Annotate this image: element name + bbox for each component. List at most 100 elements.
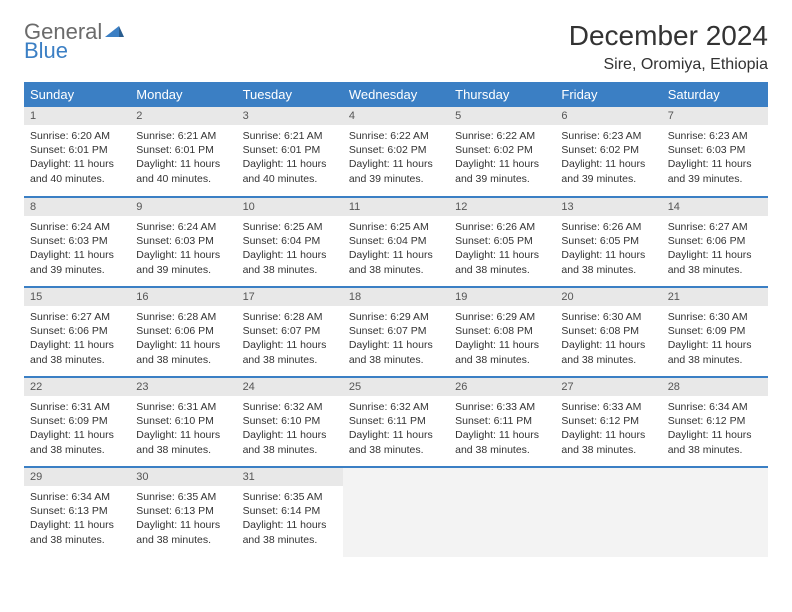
daylight-line: Daylight: 11 hours and 40 minutes. xyxy=(243,157,337,185)
sunrise-line: Sunrise: 6:28 AM xyxy=(136,310,230,324)
daylight-line: Daylight: 11 hours and 38 minutes. xyxy=(455,428,549,456)
day-header-saturday: Saturday xyxy=(662,82,768,107)
empty-cell xyxy=(555,467,661,557)
daylight-line: Daylight: 11 hours and 39 minutes. xyxy=(136,248,230,276)
logo: GeneralBlue xyxy=(24,20,125,62)
day-number: 30 xyxy=(130,468,236,486)
day-number: 8 xyxy=(24,198,130,216)
sunrise-line: Sunrise: 6:34 AM xyxy=(668,400,762,414)
day-number: 4 xyxy=(343,107,449,125)
day-number: 20 xyxy=(555,288,661,306)
sunset-line: Sunset: 6:07 PM xyxy=(243,324,337,338)
day-number: 13 xyxy=(555,198,661,216)
sunset-line: Sunset: 6:11 PM xyxy=(455,414,549,428)
day-content: Sunrise: 6:22 AMSunset: 6:02 PMDaylight:… xyxy=(343,125,449,190)
day-cell-6: 6Sunrise: 6:23 AMSunset: 6:02 PMDaylight… xyxy=(555,107,661,197)
day-content: Sunrise: 6:34 AMSunset: 6:12 PMDaylight:… xyxy=(662,396,768,461)
daylight-line: Daylight: 11 hours and 38 minutes. xyxy=(243,248,337,276)
sunset-line: Sunset: 6:02 PM xyxy=(561,143,655,157)
daylight-line: Daylight: 11 hours and 38 minutes. xyxy=(349,248,443,276)
sunset-line: Sunset: 6:12 PM xyxy=(668,414,762,428)
sunrise-line: Sunrise: 6:32 AM xyxy=(349,400,443,414)
sunset-line: Sunset: 6:03 PM xyxy=(30,234,124,248)
sunset-line: Sunset: 6:05 PM xyxy=(455,234,549,248)
day-content: Sunrise: 6:26 AMSunset: 6:05 PMDaylight:… xyxy=(449,216,555,281)
day-content: Sunrise: 6:24 AMSunset: 6:03 PMDaylight:… xyxy=(24,216,130,281)
day-content: Sunrise: 6:30 AMSunset: 6:09 PMDaylight:… xyxy=(662,306,768,371)
day-cell-14: 14Sunrise: 6:27 AMSunset: 6:06 PMDayligh… xyxy=(662,197,768,287)
day-number: 27 xyxy=(555,378,661,396)
day-cell-10: 10Sunrise: 6:25 AMSunset: 6:04 PMDayligh… xyxy=(237,197,343,287)
day-cell-23: 23Sunrise: 6:31 AMSunset: 6:10 PMDayligh… xyxy=(130,377,236,467)
daylight-line: Daylight: 11 hours and 38 minutes. xyxy=(349,428,443,456)
day-cell-28: 28Sunrise: 6:34 AMSunset: 6:12 PMDayligh… xyxy=(662,377,768,467)
day-cell-29: 29Sunrise: 6:34 AMSunset: 6:13 PMDayligh… xyxy=(24,467,130,557)
day-content: Sunrise: 6:21 AMSunset: 6:01 PMDaylight:… xyxy=(237,125,343,190)
day-number: 21 xyxy=(662,288,768,306)
sunset-line: Sunset: 6:13 PM xyxy=(30,504,124,518)
sunset-line: Sunset: 6:13 PM xyxy=(136,504,230,518)
day-cell-11: 11Sunrise: 6:25 AMSunset: 6:04 PMDayligh… xyxy=(343,197,449,287)
day-content: Sunrise: 6:28 AMSunset: 6:06 PMDaylight:… xyxy=(130,306,236,371)
sunset-line: Sunset: 6:01 PM xyxy=(136,143,230,157)
daylight-line: Daylight: 11 hours and 39 minutes. xyxy=(668,157,762,185)
day-header-friday: Friday xyxy=(555,82,661,107)
day-number: 16 xyxy=(130,288,236,306)
sunrise-line: Sunrise: 6:26 AM xyxy=(455,220,549,234)
day-content: Sunrise: 6:27 AMSunset: 6:06 PMDaylight:… xyxy=(24,306,130,371)
sunset-line: Sunset: 6:03 PM xyxy=(668,143,762,157)
day-number: 28 xyxy=(662,378,768,396)
daylight-line: Daylight: 11 hours and 38 minutes. xyxy=(561,338,655,366)
daylight-line: Daylight: 11 hours and 39 minutes. xyxy=(561,157,655,185)
sunset-line: Sunset: 6:10 PM xyxy=(243,414,337,428)
day-cell-24: 24Sunrise: 6:32 AMSunset: 6:10 PMDayligh… xyxy=(237,377,343,467)
daylight-line: Daylight: 11 hours and 38 minutes. xyxy=(243,338,337,366)
sunset-line: Sunset: 6:01 PM xyxy=(30,143,124,157)
sunrise-line: Sunrise: 6:34 AM xyxy=(30,490,124,504)
title-block: December 2024Sire, Oromiya, Ethiopia xyxy=(569,20,768,74)
day-cell-26: 26Sunrise: 6:33 AMSunset: 6:11 PMDayligh… xyxy=(449,377,555,467)
sunset-line: Sunset: 6:08 PM xyxy=(561,324,655,338)
day-cell-5: 5Sunrise: 6:22 AMSunset: 6:02 PMDaylight… xyxy=(449,107,555,197)
sunrise-line: Sunrise: 6:25 AM xyxy=(349,220,443,234)
sunset-line: Sunset: 6:06 PM xyxy=(136,324,230,338)
day-content: Sunrise: 6:31 AMSunset: 6:10 PMDaylight:… xyxy=(130,396,236,461)
day-number: 18 xyxy=(343,288,449,306)
day-content: Sunrise: 6:29 AMSunset: 6:08 PMDaylight:… xyxy=(449,306,555,371)
calendar-row: 22Sunrise: 6:31 AMSunset: 6:09 PMDayligh… xyxy=(24,377,768,467)
sunset-line: Sunset: 6:04 PM xyxy=(349,234,443,248)
day-cell-17: 17Sunrise: 6:28 AMSunset: 6:07 PMDayligh… xyxy=(237,287,343,377)
day-number: 29 xyxy=(24,468,130,486)
day-header-tuesday: Tuesday xyxy=(237,82,343,107)
empty-cell xyxy=(662,467,768,557)
day-cell-27: 27Sunrise: 6:33 AMSunset: 6:12 PMDayligh… xyxy=(555,377,661,467)
sunset-line: Sunset: 6:02 PM xyxy=(455,143,549,157)
day-content: Sunrise: 6:35 AMSunset: 6:14 PMDaylight:… xyxy=(237,486,343,551)
sunset-line: Sunset: 6:08 PM xyxy=(455,324,549,338)
day-cell-7: 7Sunrise: 6:23 AMSunset: 6:03 PMDaylight… xyxy=(662,107,768,197)
daylight-line: Daylight: 11 hours and 38 minutes. xyxy=(455,248,549,276)
day-header-monday: Monday xyxy=(130,82,236,107)
sunrise-line: Sunrise: 6:35 AM xyxy=(243,490,337,504)
logo-text-blue: Blue xyxy=(24,39,125,62)
day-cell-1: 1Sunrise: 6:20 AMSunset: 6:01 PMDaylight… xyxy=(24,107,130,197)
calendar-table: SundayMondayTuesdayWednesdayThursdayFrid… xyxy=(24,82,768,557)
empty-cell xyxy=(343,467,449,557)
sunrise-line: Sunrise: 6:28 AM xyxy=(243,310,337,324)
daylight-line: Daylight: 11 hours and 40 minutes. xyxy=(30,157,124,185)
page-header: GeneralBlue December 2024Sire, Oromiya, E… xyxy=(24,20,768,74)
day-number: 31 xyxy=(237,468,343,486)
sunrise-line: Sunrise: 6:23 AM xyxy=(668,129,762,143)
sunrise-line: Sunrise: 6:22 AM xyxy=(349,129,443,143)
day-content: Sunrise: 6:34 AMSunset: 6:13 PMDaylight:… xyxy=(24,486,130,551)
sunrise-line: Sunrise: 6:32 AM xyxy=(243,400,337,414)
day-content: Sunrise: 6:28 AMSunset: 6:07 PMDaylight:… xyxy=(237,306,343,371)
month-title: December 2024 xyxy=(569,20,768,52)
daylight-line: Daylight: 11 hours and 38 minutes. xyxy=(668,428,762,456)
sunrise-line: Sunrise: 6:22 AM xyxy=(455,129,549,143)
day-content: Sunrise: 6:32 AMSunset: 6:10 PMDaylight:… xyxy=(237,396,343,461)
sunset-line: Sunset: 6:04 PM xyxy=(243,234,337,248)
daylight-line: Daylight: 11 hours and 38 minutes. xyxy=(136,338,230,366)
sunset-line: Sunset: 6:07 PM xyxy=(349,324,443,338)
day-content: Sunrise: 6:29 AMSunset: 6:07 PMDaylight:… xyxy=(343,306,449,371)
